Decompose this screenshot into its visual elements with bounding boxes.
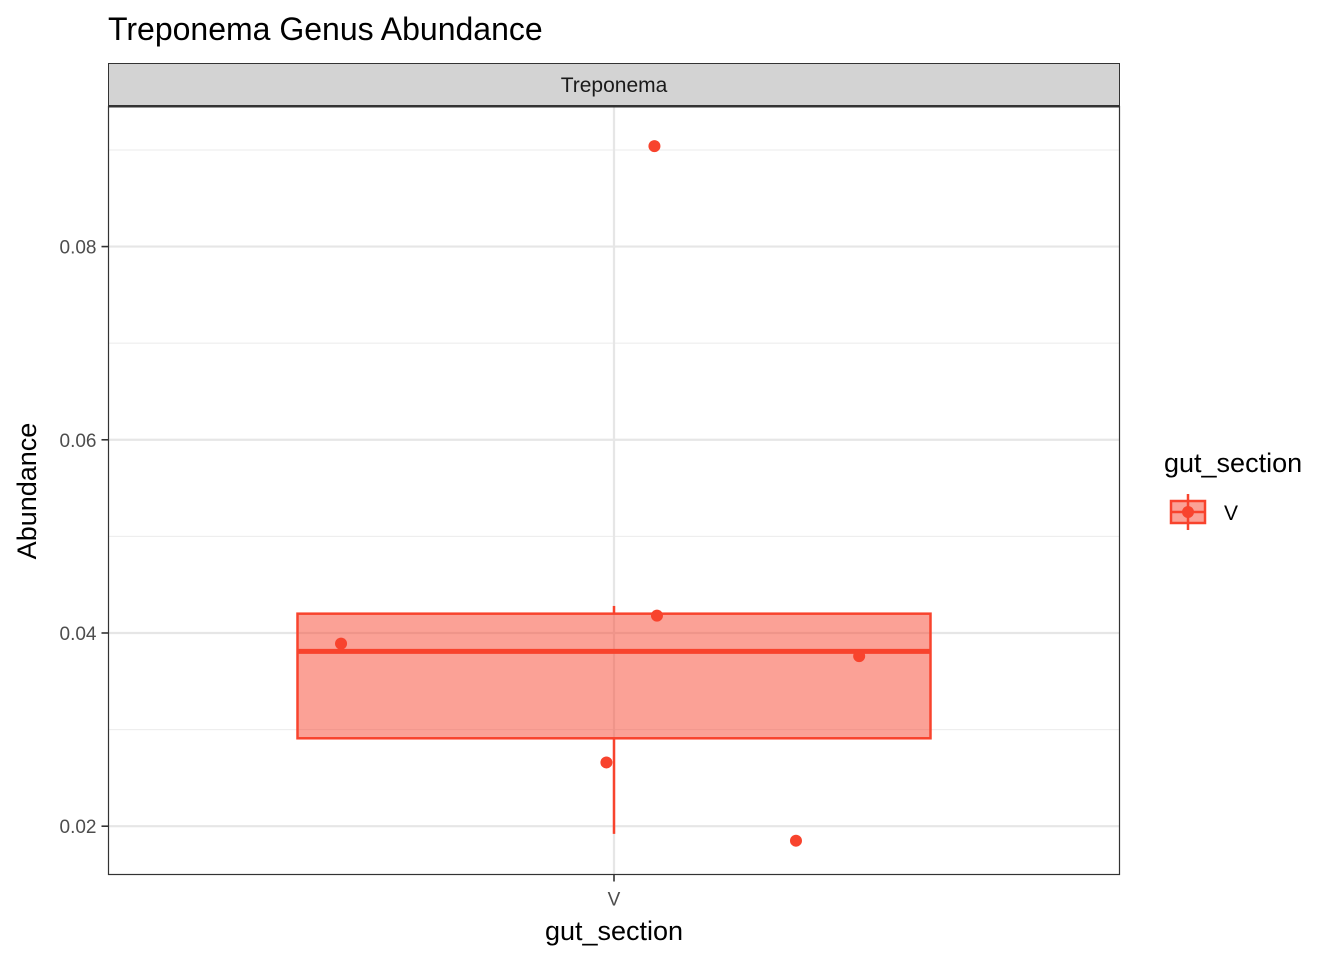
y-tick-label: 0.04 — [60, 624, 97, 645]
data-point — [600, 756, 613, 769]
y-tick-label: 0.06 — [60, 431, 97, 452]
x-tick-label: V — [608, 890, 621, 911]
y-axis-title: Abundance — [12, 423, 42, 560]
legend-keys: V — [1169, 494, 1238, 530]
legend-entry-label: V — [1224, 502, 1238, 525]
boxplot-layer — [296, 605, 932, 834]
legend-key-point — [1182, 506, 1194, 518]
legend: gut_section V — [1164, 448, 1302, 530]
y-axis: 0.02 0.04 0.06 0.08 — [60, 238, 109, 838]
legend-key: V — [1169, 494, 1238, 530]
y-tick-label: 0.02 — [60, 817, 97, 838]
facet-strip: Treponema — [108, 63, 1120, 106]
data-point — [650, 609, 663, 622]
data-point — [648, 140, 661, 153]
legend-title: gut_section — [1164, 448, 1302, 478]
data-point — [853, 650, 866, 663]
x-axis: V — [608, 874, 621, 911]
facet-strip-background — [108, 63, 1120, 106]
data-point — [789, 834, 802, 847]
facet-strip-label: Treponema — [561, 74, 668, 97]
box-iqr — [296, 612, 932, 740]
data-point — [335, 637, 348, 650]
chart-title: Treponema Genus Abundance — [108, 11, 543, 47]
x-axis-title: gut_section — [545, 916, 683, 946]
data-points-layer — [335, 140, 866, 847]
y-tick-label: 0.08 — [60, 238, 97, 259]
